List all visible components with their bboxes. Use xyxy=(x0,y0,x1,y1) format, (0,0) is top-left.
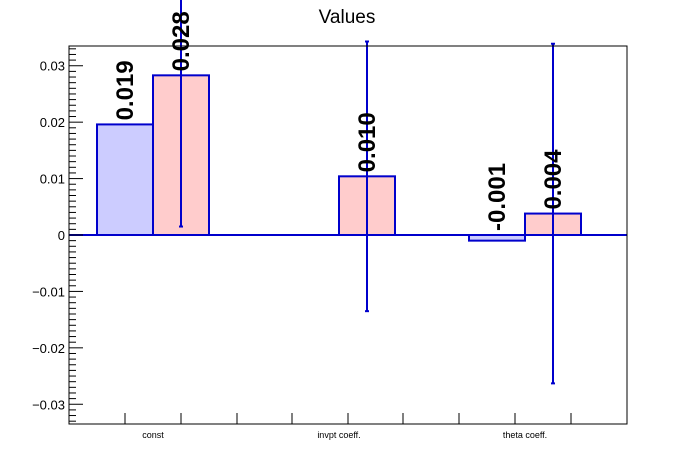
data-label-series2-1: 0.010 xyxy=(354,112,381,172)
y-tick-label: −0.02 xyxy=(32,341,65,356)
y-tick-label: −0.01 xyxy=(32,284,65,299)
data-label-series1-2: -0.001 xyxy=(484,163,511,231)
data-label-series2-2: 0.004 xyxy=(540,149,567,210)
y-tick-label: 0.03 xyxy=(40,59,65,74)
axes-layer: −0.03 −0.02 −0.01 0 0.01 0.02 0.03 const invpt c… xyxy=(32,45,628,440)
y-tick-label: 0.01 xyxy=(40,172,65,187)
y-tick-label: −0.03 xyxy=(32,397,65,412)
x-tick-label: invpt coeff. xyxy=(317,430,360,440)
bars-layer xyxy=(96,74,582,242)
y-tick-label: 0.02 xyxy=(40,115,65,130)
data-label-series1-0: 0.019 xyxy=(112,60,139,120)
data-labels-layer: 0.019 -0.001 0.028 0.010 0.004 xyxy=(112,11,567,231)
data-label-series2-0: 0.028 xyxy=(168,11,195,71)
x-tick-label: theta coeff. xyxy=(503,430,547,440)
bar-series1-0 xyxy=(96,123,154,236)
error-bars-layer xyxy=(179,0,555,385)
x-tick-label: const xyxy=(142,430,164,440)
chart-title: Values xyxy=(319,7,376,28)
y-tick-label: 0 xyxy=(58,228,65,243)
